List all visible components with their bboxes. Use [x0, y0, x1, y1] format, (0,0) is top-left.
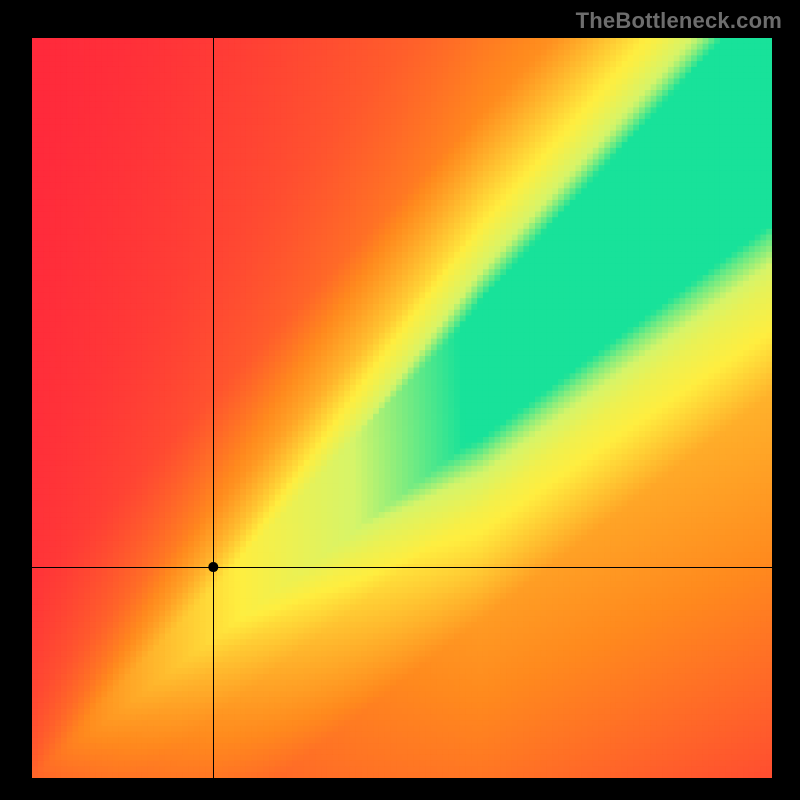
- watermark-text: TheBottleneck.com: [576, 8, 782, 34]
- bottleneck-heatmap: [32, 38, 772, 778]
- crosshair-vertical: [213, 38, 214, 778]
- crosshair-horizontal: [32, 567, 772, 568]
- container: TheBottleneck.com: [0, 0, 800, 800]
